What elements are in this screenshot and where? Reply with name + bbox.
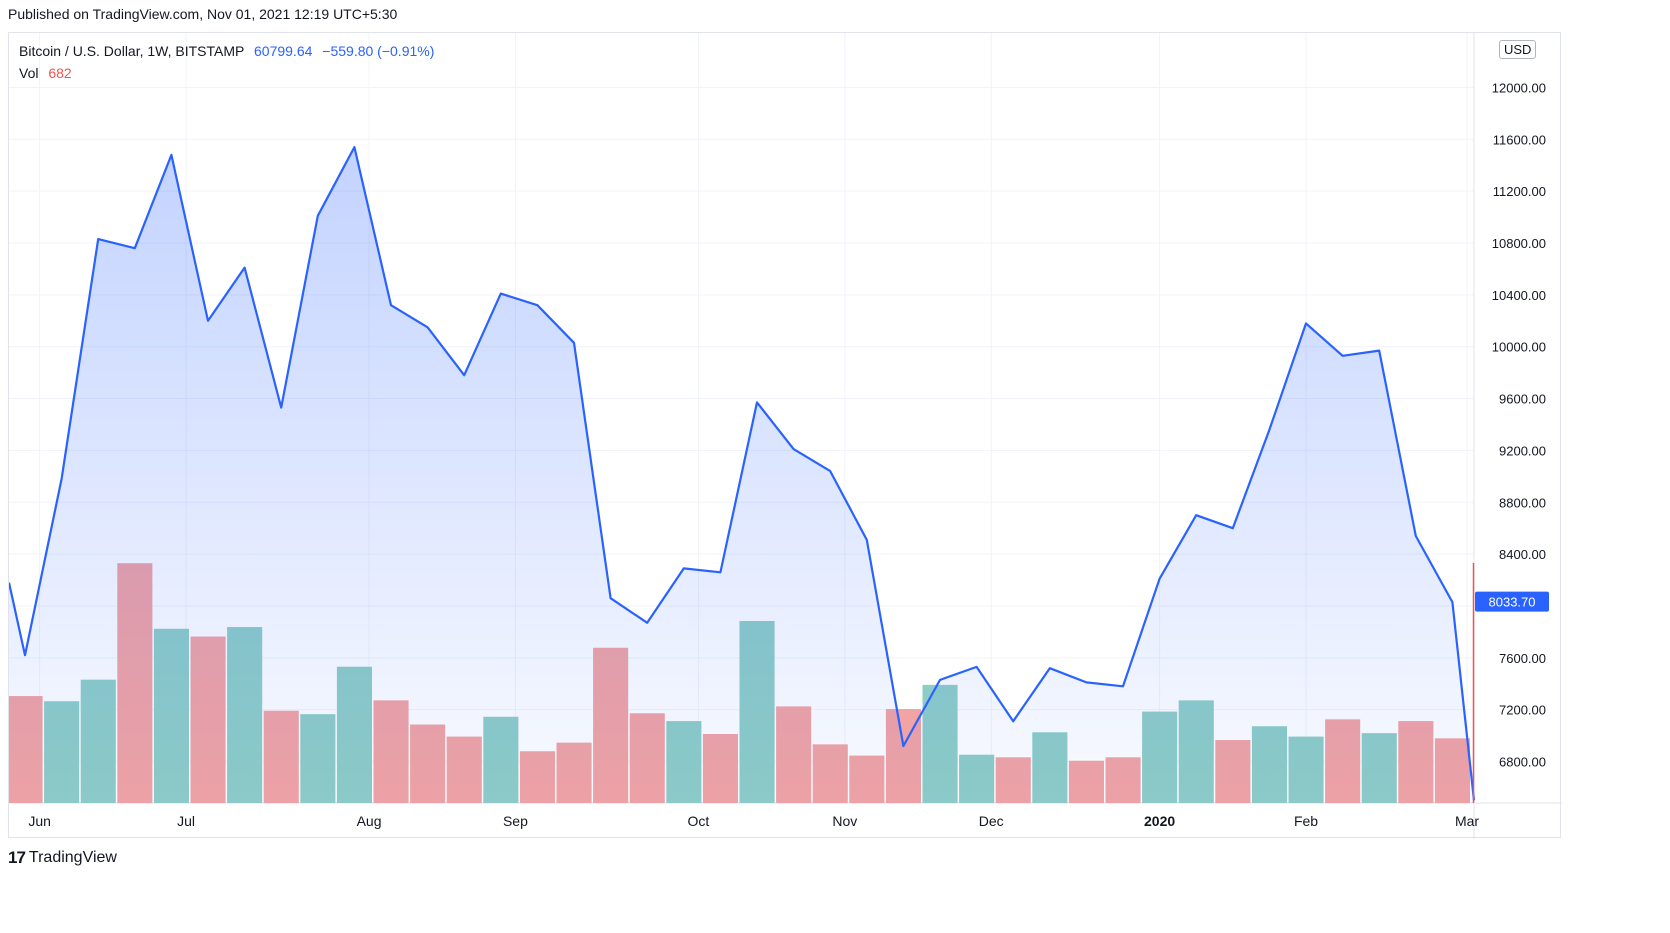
price-area — [9, 146, 1476, 804]
time-tick-label: Jun — [28, 813, 51, 829]
time-tick-label: Aug — [357, 813, 382, 829]
price-tick-label: 7200.00 — [1499, 703, 1546, 718]
chart-legend: Bitcoin / U.S. Dollar, 1W, BITSTAMP 6079… — [19, 40, 434, 84]
time-tick-label: Mar — [1455, 813, 1479, 829]
time-tick-label: Nov — [832, 813, 857, 829]
time-tick-label: Dec — [979, 813, 1004, 829]
price-tick-label: 8800.00 — [1499, 495, 1546, 510]
price-tick-label: 11600.00 — [1493, 132, 1546, 147]
price-tick-label: 10800.00 — [1492, 236, 1546, 251]
price-tick-label: 12000.00 — [1492, 80, 1546, 95]
price-tick-label: 8400.00 — [1499, 547, 1546, 562]
price-tick-label: 6800.00 — [1499, 755, 1546, 770]
last-price-marker-label: 8033.70 — [1489, 595, 1536, 610]
price-tick-label: 11200.00 — [1493, 184, 1546, 199]
volume-row: Vol 682 — [19, 62, 434, 84]
chart-frame[interactable]: 6800.007200.007600.008000.008400.008800.… — [8, 32, 1562, 839]
time-tick-label: Oct — [688, 813, 710, 829]
time-tick-label: Feb — [1294, 813, 1318, 829]
price-tick-label: 9600.00 — [1499, 392, 1546, 407]
volume-value: 682 — [48, 65, 72, 81]
tradingview-brand-label: TradingView — [28, 849, 117, 866]
price-volume-chart[interactable]: 6800.007200.007600.008000.008400.008800.… — [9, 33, 1562, 839]
time-tick-label: Jul — [177, 813, 195, 829]
price-tick-label: 9200.00 — [1499, 443, 1546, 458]
symbol-title[interactable]: Bitcoin / U.S. Dollar, 1W, BITSTAMP — [19, 43, 245, 59]
time-tick-label: Sep — [503, 813, 528, 829]
price-tick-label: 10400.00 — [1492, 288, 1546, 303]
last-price: 60799.64 — [254, 43, 313, 59]
price-tick-label: 7600.00 — [1499, 651, 1546, 666]
symbol-row: Bitcoin / U.S. Dollar, 1W, BITSTAMP 6079… — [19, 40, 434, 62]
price-tick-label: 10000.00 — [1492, 340, 1546, 355]
price-axis[interactable]: 6800.007200.007600.008000.008400.008800.… — [1475, 80, 1549, 770]
price-change: −559.80 (−0.91%) — [322, 43, 435, 59]
time-tick-label: 2020 — [1144, 813, 1175, 829]
last-price-marker[interactable] — [1475, 591, 1549, 612]
published-note: Published on TradingView.com, Nov 01, 20… — [8, 6, 398, 22]
price-line — [9, 146, 1476, 801]
time-axis[interactable]: Jun Jul Aug Sep Oct Nov Dec 2020 Feb Mar — [28, 813, 1479, 829]
tradingview-branding[interactable]: 17 TradingView — [8, 848, 117, 868]
volume-label[interactable]: Vol — [19, 65, 39, 81]
currency-button[interactable]: USD — [1499, 40, 1537, 59]
tradingview-logo-icon: 17 — [8, 848, 26, 867]
